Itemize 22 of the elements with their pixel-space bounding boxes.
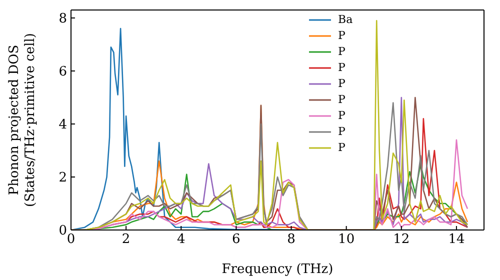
x-tick-label: 10 [338,232,355,248]
legend-label: P [338,92,346,108]
legend-label: P [338,108,346,124]
legend-label: P [338,124,346,140]
x-axis-title: Frequency (THz) [222,262,334,277]
y-axis-title: Phonon projected DOS (States/THz·primitive cell) [7,32,38,208]
x-tick-label: 2 [122,232,130,248]
legend-label: P [338,140,346,156]
legend-label: P [338,44,346,60]
legend-label: Ba [338,12,353,28]
x-tick-label: 14 [448,232,465,248]
y-tick-label: 2 [58,170,67,186]
x-tick-label: 6 [232,232,240,248]
y-tick-label: 8 [58,12,67,27]
y-tick-label: 6 [58,64,67,80]
y-tick-label: 4 [58,118,67,133]
legend-label: P [338,28,346,44]
legend-label: P [338,76,346,92]
legend-label: P [338,60,346,76]
x-tick-label: 12 [393,232,410,248]
x-tick-label: 8 [287,232,296,248]
x-tick-label: 4 [176,232,186,248]
